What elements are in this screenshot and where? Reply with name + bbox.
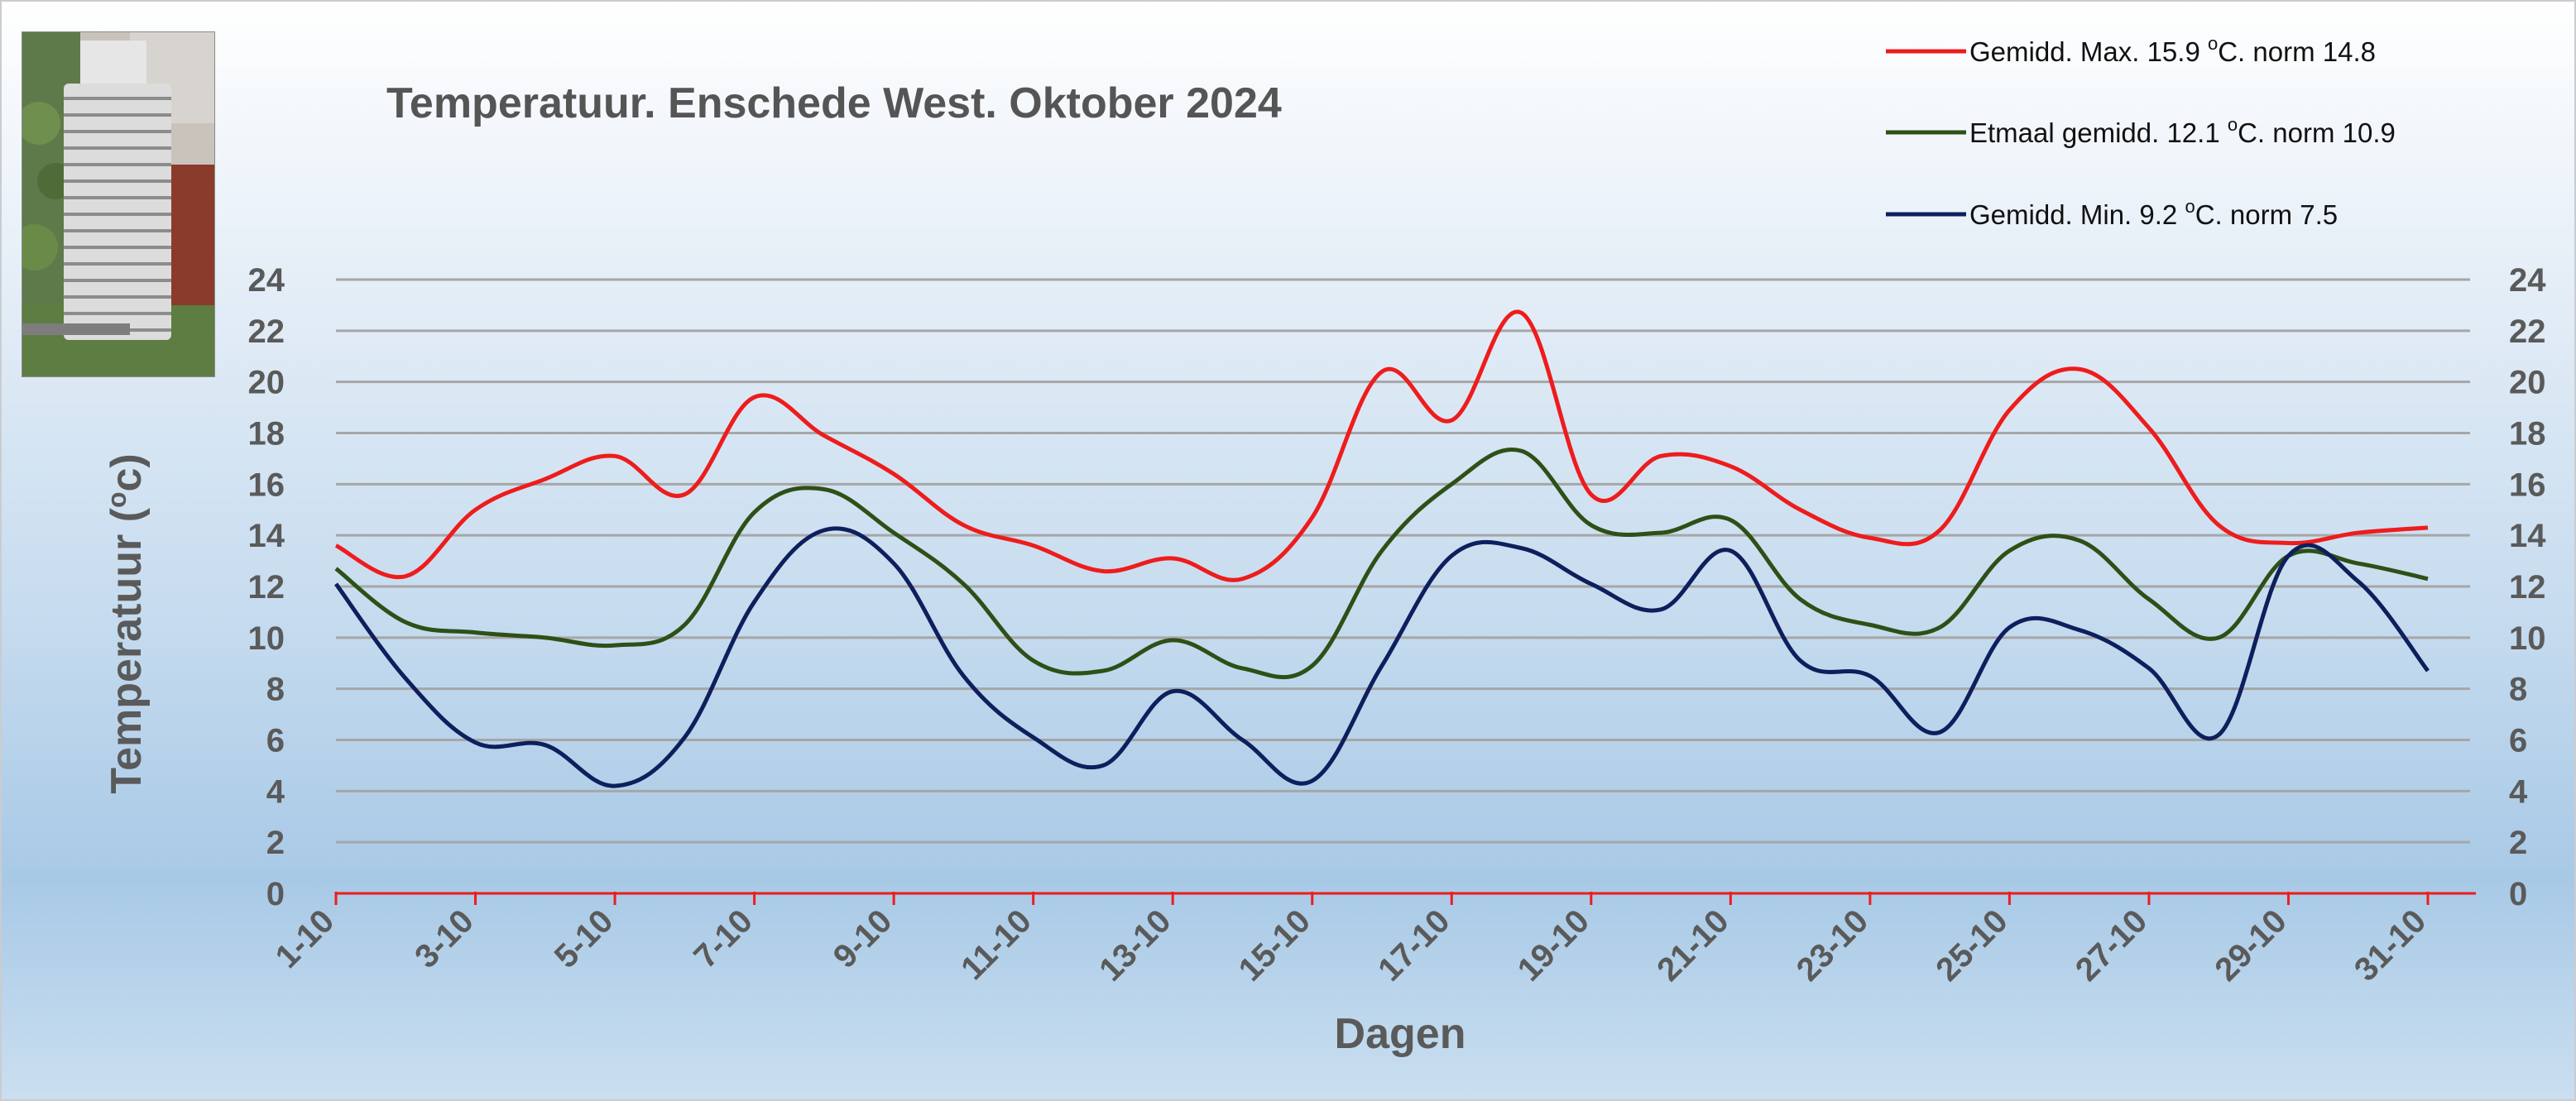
legend-item-min: Gemidd. Min. 9.2 oC. norm 7.5 [1886,196,2338,230]
y-tick-right-14: 14 [2509,518,2546,554]
y-tick-right-24: 24 [2509,262,2546,299]
legend-label-min: Gemidd. Min. 9.2 oC. norm 7.5 [1969,196,2338,230]
legend: Gemidd. Max. 15.9 oC. norm 14.8 Etmaal g… [1886,33,2396,230]
series-line-min [333,526,2430,788]
legend-label-max: Gemidd. Max. 15.9 oC. norm 14.8 [1969,33,2376,67]
y-axis-title-text: Temperatuur ( [103,507,151,793]
x-tick-label-9-10: 9-10 [827,902,899,975]
y-tick-right-12: 12 [2509,569,2546,606]
y-tick-left-12: 12 [248,569,285,606]
x-tick-label-5-10: 5-10 [548,902,621,975]
y-tick-right-0: 0 [2509,876,2527,912]
x-tick-label-25-10: 25-10 [1929,902,2014,988]
y-tick-right-16: 16 [2509,467,2546,503]
y-tick-left-2: 2 [266,825,285,861]
legend-label-mean: Etmaal gemidd. 12.1 oC. norm 10.9 [1969,114,2396,148]
axes [334,892,2476,905]
x-tick-label-15-10: 15-10 [1232,902,1317,988]
y-tick-left-6: 6 [266,723,285,759]
y-tick-right-2: 2 [2509,825,2527,861]
x-tick-label-13-10: 13-10 [1092,902,1178,988]
y-tick-right-18: 18 [2509,416,2546,452]
y-tick-left-10: 10 [248,620,285,657]
y-axis-title-unit: c) [103,453,151,491]
series-line-mean [334,448,2429,680]
legend-item-max: Gemidd. Max. 15.9 oC. norm 14.8 [1886,33,2376,67]
y-tick-right-8: 8 [2509,672,2527,708]
x-tick-label-7-10: 7-10 [687,902,760,975]
y-tick-right-6: 6 [2509,723,2527,759]
y-tick-right-4: 4 [2509,773,2528,810]
grid-lines [336,278,2470,844]
y-tick-left-20: 20 [248,365,285,401]
x-tick-label-21-10: 21-10 [1650,902,1735,988]
y-tick-left-18: 18 [248,416,285,452]
y-axis-title-superscript: o [102,491,132,508]
series-lines [333,309,2430,788]
y-tick-left-22: 22 [248,314,285,350]
y-tick-right-22: 22 [2509,314,2546,350]
y-tick-left-8: 8 [266,672,285,708]
weather-screen-photo [22,31,215,377]
x-axis-title: Dagen [1335,1010,1466,1058]
y-axis-title: Temperatuur (oc) [102,453,151,794]
x-tick-label-3-10: 3-10 [408,902,481,975]
x-tick-label-29-10: 29-10 [2208,902,2293,988]
y-tick-left-0: 0 [266,876,285,912]
y-tick-left-14: 14 [248,518,285,554]
x-tick-label-11-10: 11-10 [954,902,1039,987]
chart-title: Temperatuur. Enschede West. Oktober 2024 [386,79,1282,127]
x-tick-label-23-10: 23-10 [1790,902,1875,988]
legend-item-mean: Etmaal gemidd. 12.1 oC. norm 10.9 [1886,114,2396,148]
y-tick-right-10: 10 [2509,620,2546,657]
x-tick-label-31-10: 31-10 [2348,902,2433,988]
x-tick-label-27-10: 27-10 [2069,902,2154,988]
y-tick-left-24: 24 [248,262,285,299]
y-tick-left-4: 4 [266,773,285,810]
series-line-max [334,309,2429,582]
y-tick-right-20: 20 [2509,365,2546,401]
x-tick-label-1-10: 1-10 [269,902,342,975]
x-tick-label-19-10: 19-10 [1511,902,1596,988]
x-tick-label-17-10: 17-10 [1371,902,1456,988]
y-tick-left-16: 16 [248,467,285,503]
